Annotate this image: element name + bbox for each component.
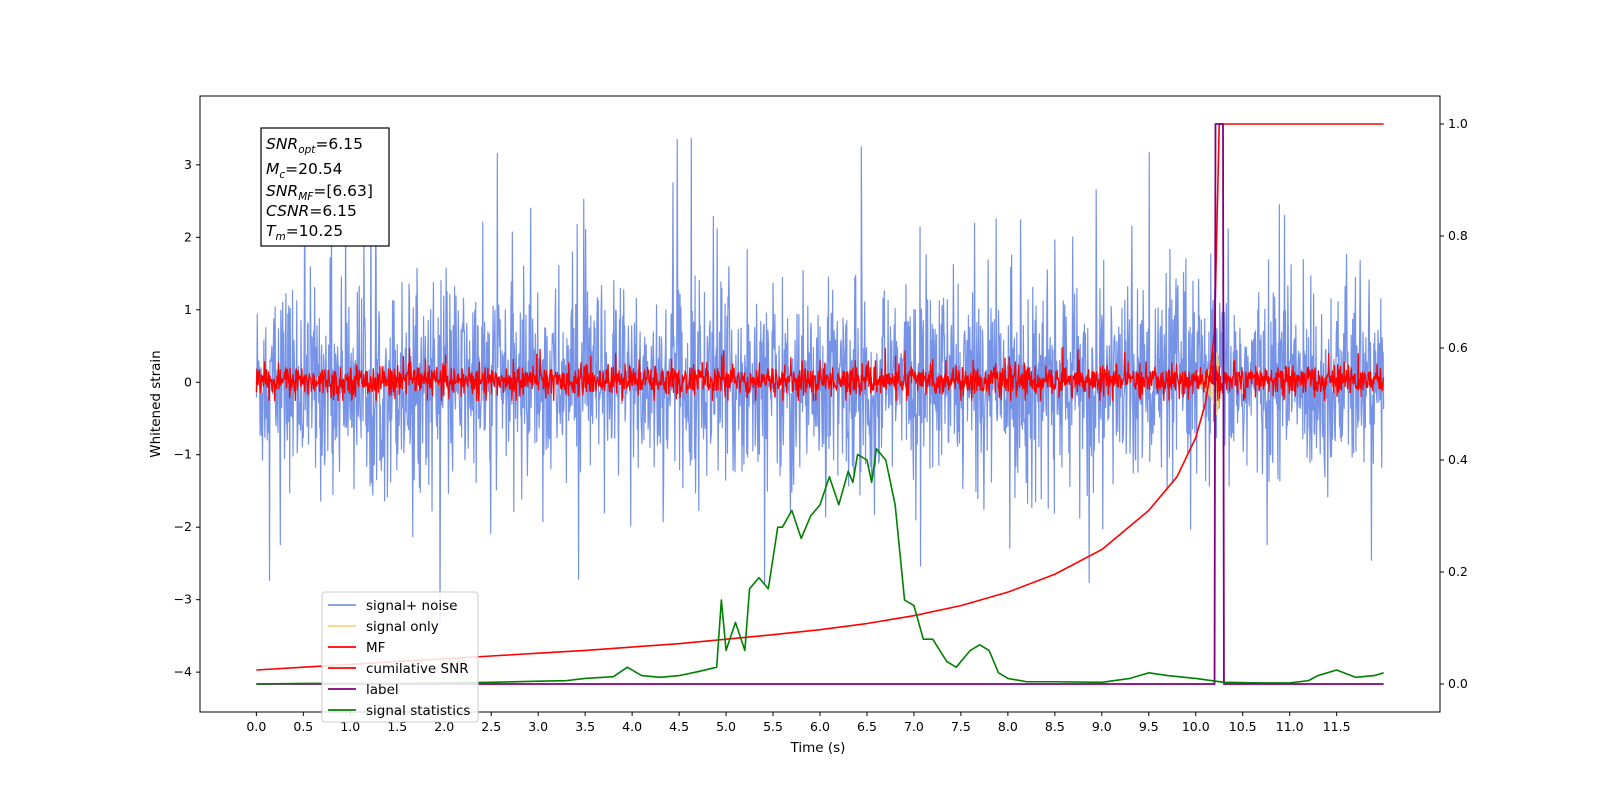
y-tick-label: 0 [184,374,192,389]
y-tick-label: −4 [174,664,192,679]
y-right-tick-label: 0.8 [1448,228,1468,243]
y-axis-ticks: 3 2 1 0 −1 −2 −3 −4 [174,157,200,679]
x-tick-label: 5.0 [716,719,736,734]
x-tick-label: 10.0 [1182,719,1210,734]
x-tick-label: 10.5 [1229,719,1257,734]
y-axis-label: Whitened strain [148,350,164,457]
x-tick-label: 0.0 [246,719,266,734]
x-tick-label: 7.0 [904,719,924,734]
annotation-csnr: CSNR=6.15 [266,202,357,220]
y-right-tick-label: 0.4 [1448,452,1468,467]
series-signal-statistics [256,448,1384,685]
legend-items: signal+ noise signal only MF cumilative SNR… [328,598,470,719]
x-tick-label: 4.0 [622,719,642,734]
annotation-frame [260,127,390,247]
annotation-snr-mf: SNRMF=[6.63] [266,182,373,203]
x-tick-label: 1.5 [387,719,407,734]
legend-label: signal only [366,619,439,635]
y-tick-label: 2 [184,229,192,244]
y-right-tick-label: 0.0 [1448,676,1468,691]
y-tick-label: −3 [174,592,192,607]
x-tick-label: 8.0 [998,719,1018,734]
legend-label: signal+ noise [366,598,457,614]
annotation-snr-opt: SNRopt=6.15 [266,135,363,156]
legend: signal+ noise signal only MF cumilative SNR… [321,591,479,723]
legend-label: cumilative SNR [366,661,469,677]
x-tick-label: 2.0 [434,719,454,734]
annotation-box: SNRopt=6.15 Mc=20.54 SNRMF=[6.63] CSNR=6… [260,127,390,247]
x-tick-label: 7.5 [951,719,971,734]
x-tick-label: 11.0 [1276,719,1304,734]
y-tick-label: −2 [174,519,192,534]
y-tick-label: 1 [184,302,192,317]
x-axis-label: Time (s) [790,740,846,756]
x-tick-label: 4.5 [669,719,689,734]
legend-label: MF [366,640,385,656]
x-tick-label: 9.0 [1092,719,1112,734]
y-tick-label: 3 [184,157,192,172]
annotation-tm: Tm=10.25 [266,222,343,243]
x-tick-label: 11.5 [1323,719,1351,734]
series-label [256,123,1384,685]
x-tick-label: 3.0 [528,719,548,734]
y-right-tick-label: 0.2 [1448,564,1468,579]
x-tick-label: 9.5 [1139,719,1159,734]
x-tick-label: 3.5 [575,719,595,734]
x-tick-label: 6.5 [857,719,877,734]
x-tick-label: 8.5 [1045,719,1065,734]
series-mf [255,346,1385,402]
y-tick-label: −1 [174,447,192,462]
x-tick-label: 6.0 [810,719,830,734]
annotation-mc: Mc=20.54 [266,160,343,181]
y-right-tick-label: 0.6 [1448,340,1468,355]
y-axis-right-ticks: 1.0 0.8 0.6 0.4 0.2 0.0 [1440,116,1468,691]
legend-label: signal statistics [366,703,470,719]
x-tick-label: 5.5 [763,719,783,734]
x-axis-ticks: 0.0 0.5 1.0 1.5 2.0 2.5 3.0 3.5 4.0 4.5 5.0 5.5 6.0 6… [246,712,1351,734]
x-tick-label: 2.5 [481,719,501,734]
legend-label: label [366,682,399,698]
x-tick-label: 0.5 [293,719,313,734]
x-tick-label: 1.0 [340,719,360,734]
series-layer [255,123,1385,685]
y-right-tick-label: 1.0 [1448,116,1468,131]
legend-frame [321,591,479,723]
